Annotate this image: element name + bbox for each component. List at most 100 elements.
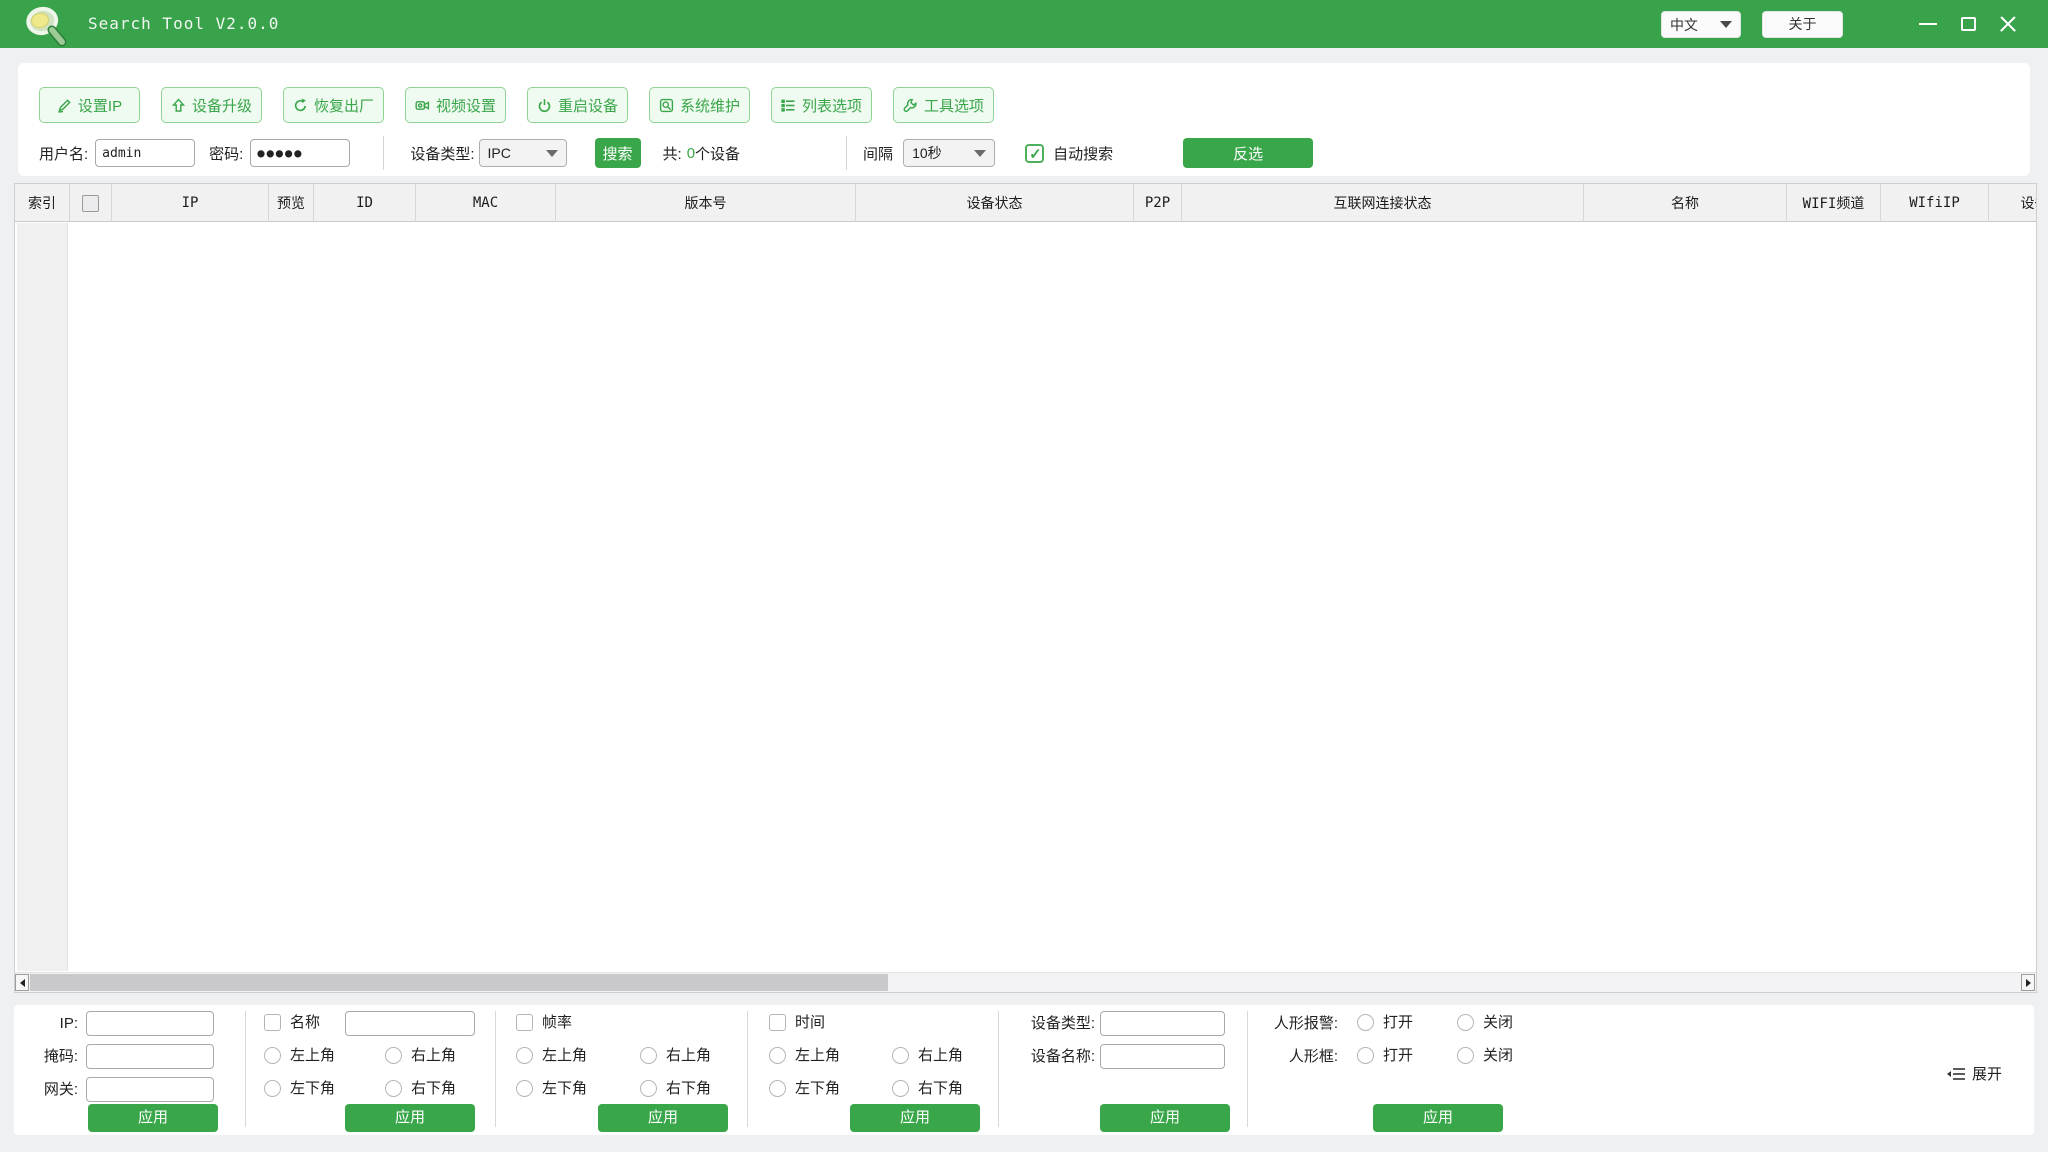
time-checkbox[interactable] xyxy=(769,1014,786,1031)
col-header-preview[interactable]: 预览 xyxy=(269,184,314,222)
col-header-device-type[interactable]: 设备类型 xyxy=(1989,184,2037,222)
divider xyxy=(998,1011,999,1127)
humanoid-frame-on-radio[interactable] xyxy=(1357,1047,1374,1064)
select-all-checkbox[interactable] xyxy=(82,194,99,212)
name-apply-button[interactable]: 应用 xyxy=(345,1104,475,1132)
framerate-pos-bottomleft-radio[interactable] xyxy=(516,1080,533,1097)
time-pos-topleft-radio[interactable] xyxy=(769,1047,786,1064)
bottom-panel: IP: 掩码: 网关: 应用 名称 左上角 右上角 左下角 右下角 应用 帧率 … xyxy=(14,1005,2034,1135)
name-pos-bottomright-radio[interactable] xyxy=(385,1080,402,1097)
humanoid-alarm-label: 人形报警: xyxy=(1273,1015,1338,1032)
tool-options-button[interactable]: 工具选项 xyxy=(893,87,994,123)
device-info-apply-button[interactable]: 应用 xyxy=(1100,1104,1230,1132)
mask-input[interactable] xyxy=(86,1044,214,1069)
factory-reset-button[interactable]: 恢复出厂 xyxy=(283,87,384,123)
language-select-value: 中文 xyxy=(1670,16,1698,33)
framerate-pos-topleft-radio[interactable] xyxy=(516,1047,533,1064)
col-header-internet-status[interactable]: 互联网连接状态 xyxy=(1182,184,1584,222)
divider xyxy=(495,1011,496,1127)
col-header-wifi-channel[interactable]: WIFI频道 xyxy=(1787,184,1881,222)
humanoid-frame-off-label: 关闭 xyxy=(1483,1047,1514,1064)
col-header-name[interactable]: 名称 xyxy=(1584,184,1787,222)
expand-toggle[interactable]: 展开 xyxy=(1946,1063,2002,1084)
language-select[interactable]: 中文 xyxy=(1661,11,1741,38)
app-title: Search Tool V2.0.0 xyxy=(88,14,280,33)
col-header-version[interactable]: 版本号 xyxy=(556,184,856,222)
time-pos-bottomleft-radio[interactable] xyxy=(769,1080,786,1097)
time-pos-topright-radio[interactable] xyxy=(892,1047,909,1064)
search-button[interactable]: 搜索 xyxy=(594,138,641,168)
horizontal-scrollbar[interactable] xyxy=(15,972,2036,992)
check-icon: ✓ xyxy=(1029,145,1042,163)
reboot-device-button[interactable]: 重启设备 xyxy=(527,87,628,123)
triangle-left-icon xyxy=(19,978,25,987)
username-input[interactable] xyxy=(95,139,196,167)
device-type-field-label: 设备类型: xyxy=(1030,1015,1095,1032)
name-input[interactable] xyxy=(345,1011,475,1036)
chevron-down-icon xyxy=(974,149,987,157)
auto-search-checkbox[interactable]: ✓ xyxy=(1025,143,1045,163)
maintenance-icon xyxy=(659,98,674,112)
col-header-index[interactable]: 索引 xyxy=(15,184,70,222)
humanoid-frame-off-radio[interactable] xyxy=(1457,1047,1474,1064)
device-upgrade-button[interactable]: 设备升级 xyxy=(161,87,262,123)
maximize-button[interactable] xyxy=(1948,0,1988,48)
scrollbar-thumb[interactable] xyxy=(30,974,888,991)
gateway-input[interactable] xyxy=(86,1077,214,1102)
name-checkbox[interactable] xyxy=(264,1014,281,1031)
device-type-label: 设备类型: xyxy=(410,145,475,163)
humanoid-alarm-on-radio[interactable] xyxy=(1357,1014,1374,1031)
network-apply-button[interactable]: 应用 xyxy=(88,1104,218,1132)
interval-select[interactable]: 10秒 xyxy=(903,139,996,167)
device-type-select[interactable]: IPC xyxy=(478,139,567,167)
col-header-device-status[interactable]: 设备状态 xyxy=(856,184,1134,222)
device-count-value: 0 xyxy=(686,144,696,162)
time-pos-bottomright-radio[interactable] xyxy=(892,1080,909,1097)
device-type-field-input[interactable] xyxy=(1100,1011,1225,1036)
minimize-button[interactable] xyxy=(1908,0,1948,48)
close-button[interactable] xyxy=(1988,0,2028,48)
triangle-right-icon xyxy=(2025,978,2031,987)
col-header-mac[interactable]: MAC xyxy=(416,184,556,222)
system-maintenance-button[interactable]: 系统维护 xyxy=(649,87,750,123)
name-pos-bottomright-label: 右下角 xyxy=(411,1080,457,1097)
list-options-button[interactable]: 列表选项 xyxy=(771,87,872,123)
titlebar: Search Tool V2.0.0 中文 关于 xyxy=(0,0,2048,48)
time-pos-topright-label: 右上角 xyxy=(918,1047,964,1064)
toolbar-button-row: 设置IP 设备升级 恢复出厂 视频设置 重启设备 系统维护 列表选项 工具选项 xyxy=(18,87,994,123)
table-header-row: 索引 IP 预览 ID MAC 版本号 设备状态 P2P 互联网连接状态 名称 … xyxy=(15,184,2037,222)
about-button[interactable]: 关于 xyxy=(1762,11,1843,38)
set-ip-button[interactable]: 设置IP xyxy=(39,87,140,123)
list-options-icon xyxy=(781,99,795,112)
framerate-checkbox[interactable] xyxy=(516,1014,533,1031)
col-header-p2p[interactable]: P2P xyxy=(1134,184,1182,222)
invert-selection-button[interactable]: 反选 xyxy=(1183,138,1314,168)
name-pos-bottomleft-radio[interactable] xyxy=(264,1080,281,1097)
col-header-wifi-ip[interactable]: WIfiIP xyxy=(1881,184,1989,222)
scroll-right-button[interactable] xyxy=(2021,974,2035,991)
divider xyxy=(846,136,848,170)
framerate-pos-topleft-label: 左上角 xyxy=(542,1047,588,1064)
humanoid-frame-label: 人形框: xyxy=(1288,1048,1338,1065)
mask-label: 掩码: xyxy=(43,1048,78,1065)
framerate-apply-button[interactable]: 应用 xyxy=(598,1104,728,1132)
table-row-header-strip xyxy=(17,223,68,971)
device-name-field-input[interactable] xyxy=(1100,1044,1225,1069)
password-input[interactable] xyxy=(250,139,351,167)
framerate-pos-bottomright-radio[interactable] xyxy=(640,1080,657,1097)
col-header-ip[interactable]: IP xyxy=(112,184,269,222)
time-apply-button[interactable]: 应用 xyxy=(850,1104,980,1132)
device-table: 索引 IP 预览 ID MAC 版本号 设备状态 P2P 互联网连接状态 名称 … xyxy=(14,183,2037,993)
framerate-pos-topright-radio[interactable] xyxy=(640,1047,657,1064)
humanoid-apply-button[interactable]: 应用 xyxy=(1373,1104,1503,1132)
scroll-left-button[interactable] xyxy=(15,974,29,991)
video-settings-button[interactable]: 视频设置 xyxy=(405,87,506,123)
humanoid-alarm-off-radio[interactable] xyxy=(1457,1014,1474,1031)
name-pos-topright-radio[interactable] xyxy=(385,1047,402,1064)
ip-input[interactable] xyxy=(86,1011,214,1036)
name-checkbox-label: 名称 xyxy=(290,1014,321,1031)
interval-value: 10秒 xyxy=(912,145,942,161)
divider xyxy=(747,1011,748,1127)
name-pos-topleft-radio[interactable] xyxy=(264,1047,281,1064)
col-header-id[interactable]: ID xyxy=(314,184,416,222)
